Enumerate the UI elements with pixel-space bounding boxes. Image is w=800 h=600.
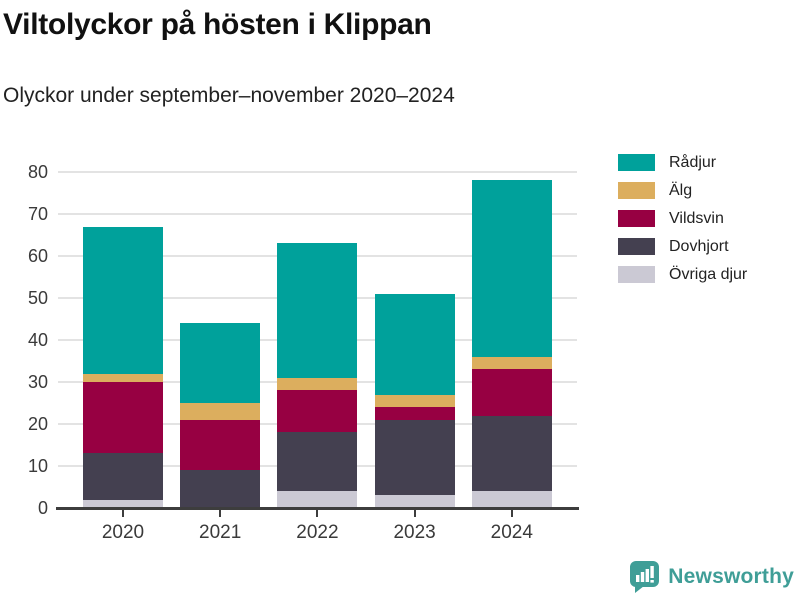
bar-segment-2024-vildsvin [471, 369, 552, 416]
legend-item-vildsvin: Vildsvin [618, 210, 747, 227]
bar-segment-2020-vildsvin [83, 382, 163, 454]
bar-segment-2023-rådjur [374, 293, 455, 395]
bar-segment-2021-dovhjort [180, 470, 261, 508]
legend-label: Älg [669, 181, 693, 199]
bar-segment-2022-dovhjort [277, 432, 358, 492]
bar-segment-2024-rådjur [471, 180, 552, 357]
legend-item-övriga-djur: Övriga djur [618, 266, 747, 283]
x-tick-label-2024: 2024 [490, 522, 533, 543]
legend-item-dovhjort: Dovhjort [618, 238, 747, 255]
bar-2022 [277, 172, 358, 508]
x-tick-label-2022: 2022 [296, 522, 339, 543]
y-tick-label-60: 60 [27, 246, 48, 266]
legend-swatch [618, 266, 655, 283]
newsworthy-logo-icon [630, 561, 660, 593]
x-tick-label-2023: 2023 [393, 522, 436, 543]
bar-2023 [374, 172, 455, 508]
y-axis: 0 10 20 30 40 50 60 70 80 [0, 162, 48, 518]
legend-label: Dovhjort [669, 237, 729, 255]
bar-segment-2020-dovhjort [83, 453, 163, 500]
plot-area [56, 171, 579, 510]
x-tick-2023 [413, 509, 416, 517]
legend-swatch [618, 154, 655, 171]
bar-segment-2024-dovhjort [471, 415, 552, 492]
y-tick-label-70: 70 [27, 204, 48, 224]
bar-segment-2023-dovhjort [374, 419, 455, 496]
y-tick-label-80: 80 [27, 162, 48, 182]
bar-2020 [83, 172, 163, 508]
legend: Rådjur Älg Vildsvin Dovhjort Övriga djur [618, 154, 747, 294]
newsworthy-branding: Newsworthy [629, 560, 794, 594]
legend-label: Vildsvin [669, 209, 724, 227]
gridline-y-70 [58, 213, 577, 215]
y-tick-label-10: 10 [27, 456, 48, 476]
y-tick-label-0: 0 [37, 498, 48, 518]
newsworthy-logo-text: Newsworthy [668, 565, 794, 588]
bar-segment-2021-rådjur [180, 323, 261, 403]
x-tick-label-2021: 2021 [199, 522, 242, 543]
x-axis: 2020 2021 2022 2023 2024 [58, 509, 577, 555]
bar-2021 [180, 172, 261, 508]
y-tick-label-30: 30 [27, 372, 48, 392]
legend-label: Rådjur [669, 153, 717, 171]
bar-segment-2024-älg [471, 356, 552, 370]
legend-item-älg: Älg [618, 182, 747, 199]
bar-segment-2023-övriga-djur [374, 495, 455, 508]
bar-segment-2024-övriga-djur [471, 491, 552, 508]
bar-segment-2020-övriga-djur [83, 499, 163, 508]
bar-segment-2022-älg [277, 377, 358, 391]
legend-swatch [618, 238, 655, 255]
x-axis-line [56, 507, 579, 510]
legend-item-rådjur: Rådjur [618, 154, 747, 171]
chart-subtitle: Olyckor under september–november 2020–20… [3, 84, 455, 107]
gridline-y-80 [58, 171, 577, 173]
y-tick-label-40: 40 [27, 330, 48, 350]
x-tick-2021 [219, 509, 222, 517]
legend-swatch [618, 182, 655, 199]
bar-segment-2022-vildsvin [277, 390, 358, 433]
bar-segment-2020-älg [83, 373, 163, 382]
x-tick-2024 [510, 509, 513, 517]
x-tick-2022 [316, 509, 319, 517]
y-tick-label-50: 50 [27, 288, 48, 308]
bar-segment-2020-rådjur [83, 226, 163, 374]
bar-segment-2022-rådjur [277, 243, 358, 378]
legend-label: Övriga djur [669, 265, 748, 283]
chart-title: Viltolyckor på hösten i Klippan [3, 8, 432, 41]
legend-swatch [618, 210, 655, 227]
bar-2024 [471, 172, 552, 508]
x-tick-2020 [122, 509, 124, 517]
bar-segment-2023-älg [374, 394, 455, 408]
y-tick-label-20: 20 [27, 414, 48, 434]
bar-segment-2021-älg [180, 403, 261, 420]
x-tick-label-2020: 2020 [101, 522, 145, 543]
bar-segment-2021-vildsvin [180, 419, 261, 471]
bar-segment-2022-övriga-djur [277, 491, 358, 508]
bar-segment-2023-vildsvin [374, 407, 455, 420]
